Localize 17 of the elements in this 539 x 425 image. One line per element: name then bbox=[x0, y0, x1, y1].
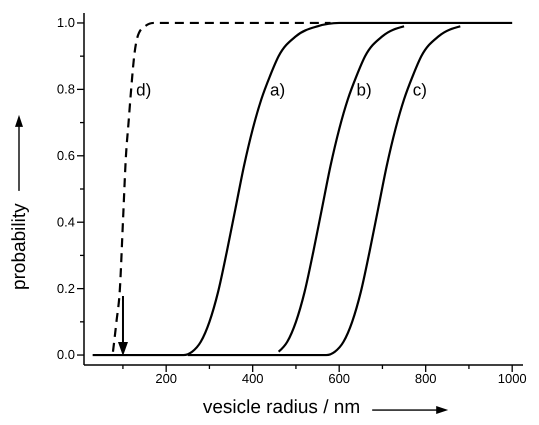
x-tick-label: 600 bbox=[328, 371, 350, 386]
y-tick-label: 0.0 bbox=[56, 347, 75, 362]
y-tick-label: 0.4 bbox=[56, 214, 75, 230]
x-tick-label: 800 bbox=[414, 371, 437, 386]
series-label: a) bbox=[270, 80, 286, 100]
y-tick-label: 0.6 bbox=[56, 148, 75, 163]
series-label: b) bbox=[356, 80, 372, 100]
y-tick-label: 0.8 bbox=[56, 82, 75, 97]
series-label: d) bbox=[136, 80, 152, 100]
x-axis-title: vesicle radius / nm bbox=[202, 397, 360, 418]
y-axis-title: probability bbox=[9, 202, 30, 290]
y-tick-label: 1.0 bbox=[56, 15, 75, 30]
x-tick-label: 400 bbox=[242, 371, 264, 386]
series-label: c) bbox=[412, 80, 427, 100]
x-tick-label: 200 bbox=[155, 371, 178, 386]
x-tick-label: 1000 bbox=[498, 371, 527, 386]
y-tick-label: 0.2 bbox=[56, 280, 75, 296]
